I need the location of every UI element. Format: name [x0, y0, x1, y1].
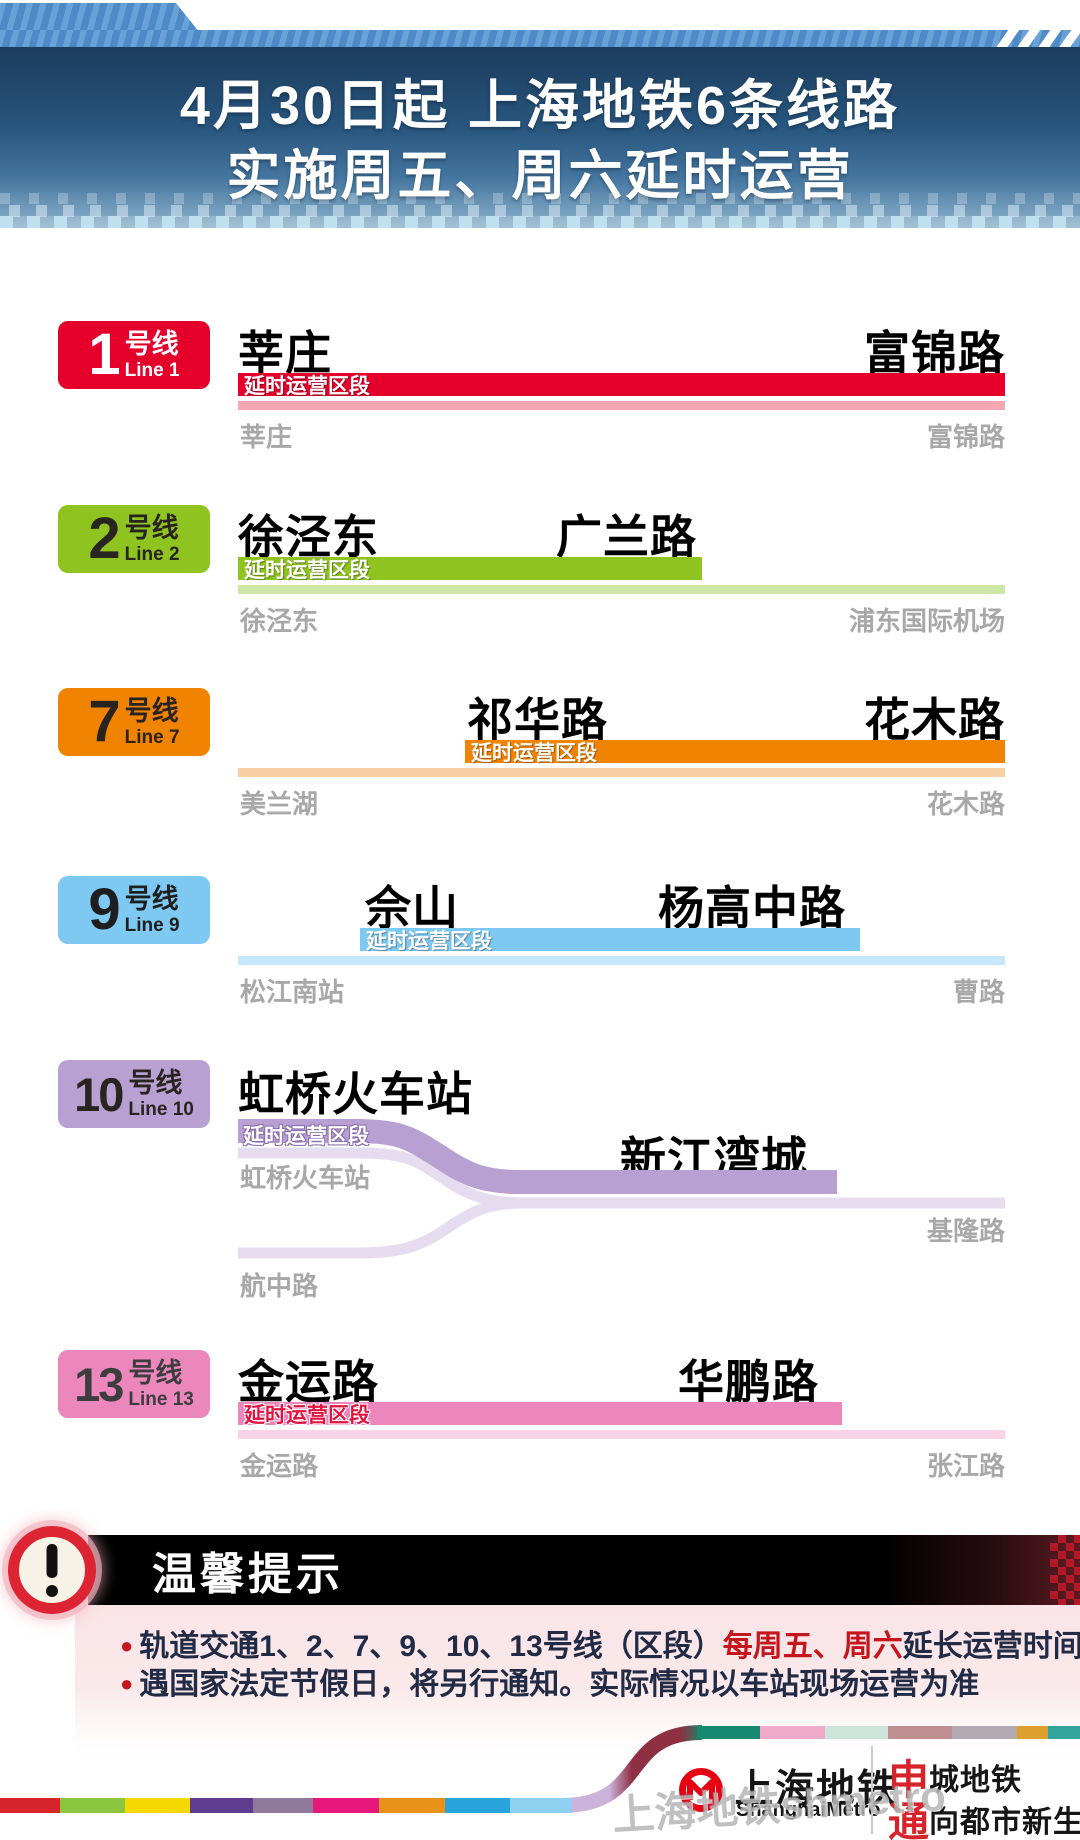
poster-title: 4月30日起 上海地铁6条线路 实施周五、周六延时运营: [0, 71, 1080, 211]
header-stripe-band: [0, 30, 1080, 48]
line-7-badge: 7 号线 Line 7: [58, 688, 210, 756]
highlighted-days: 每周五、周六: [722, 1630, 903, 1663]
line-1-badge: 1 号线 Line 1: [58, 321, 210, 389]
terminal-right: 浦东国际机场: [848, 606, 1005, 636]
checker-row: [0, 205, 1080, 217]
line-section-9: 9 号线 Line 9 佘山 杨高中路 延时运营区段 松江南站 曹路: [0, 876, 1080, 1007]
line-2-badge: 2 号线 Line 2: [58, 505, 210, 573]
segment-start-station: 徐泾东: [238, 511, 379, 563]
bullet-dot: ●: [120, 1633, 134, 1658]
segment-end-station: 杨高中路: [658, 882, 846, 934]
segment-label: 延时运营区段: [471, 741, 597, 765]
terminal-left: 虹桥火车站: [240, 1163, 371, 1193]
line-10-branch-graphic: [238, 1119, 1005, 1259]
segment-end-station: 华鹏路: [678, 1356, 819, 1408]
header-banner: 4月30日起 上海地铁6条线路 实施周五、周六延时运营: [0, 47, 1080, 228]
notice-title-bar: 温馨提示: [88, 1535, 1080, 1605]
segment-end-station: 广兰路: [556, 511, 697, 563]
full-line-bar: [238, 768, 1005, 777]
terminal-right: 花木路: [926, 789, 1005, 819]
delayed-segment-bar: 延时运营区段: [238, 373, 1005, 398]
line-section-10: 10 号线 Line 10 虹桥火车站 新江湾城 延时运营区段 虹桥火车站 基隆…: [0, 1060, 1080, 1301]
exclamation-icon: [8, 1526, 96, 1614]
delayed-segment-bar: 延时运营区段: [360, 928, 860, 953]
shanghai-metro-logo-icon: [679, 1768, 723, 1812]
full-line-bar: [238, 956, 1005, 965]
poster-title-line1: 4月30日起 上海地铁6条线路: [179, 76, 901, 136]
branch-terminal: 航中路: [240, 1271, 319, 1301]
segment-start-station: 祁华路: [467, 694, 608, 746]
terminal-left: 松江南站: [240, 977, 345, 1007]
footer-slogan-line2: 通向都市新生活: [888, 1799, 1080, 1840]
segment-label: 延时运营区段: [366, 929, 492, 953]
brand-name-cn: 上海地铁: [734, 1768, 899, 1811]
full-line-bar: [238, 585, 1005, 594]
segment-label: 延时运营区段: [244, 1403, 370, 1427]
notice-bullet-2: ● 遇国家法定节假日，将另行通知。实际情况以车站现场运营为准: [120, 1668, 980, 1701]
line-section-2: 2 号线 Line 2 徐泾东 广兰路 延时运营区段 徐泾东 浦东国际机场: [0, 505, 1080, 636]
line-section-1: 1 号线 Line 1 莘庄 富锦路 延时运营区段 莘庄 富锦路: [0, 321, 1080, 452]
notice-title: 温馨提示: [152, 1550, 344, 1599]
delayed-segment-bar: 延时运营区段: [238, 557, 702, 582]
footer-slogan-line1: 申城地铁: [888, 1757, 1022, 1803]
delayed-segment-bar: 延时运营区段: [465, 740, 1005, 765]
line-section-7: 7 号线 Line 7 祁华路 花木路 延时运营区段 美兰湖 花木路: [0, 688, 1080, 819]
segment-start-station: 金运路: [238, 1356, 379, 1408]
segment-end-station: 富锦路: [864, 327, 1005, 379]
segment-label: 延时运营区段: [244, 374, 370, 398]
full-line-bar: [238, 401, 1005, 410]
footer-metro-ribbon: [0, 1725, 1080, 1813]
brand-name-en: ShanghaiMetro: [736, 1799, 881, 1821]
terminal-left: 金运路: [240, 1451, 319, 1481]
footer-divider: [871, 1746, 873, 1834]
line-10-badge: 10 号线 Line 10: [58, 1060, 210, 1128]
segment-label: 延时运营区段: [243, 1125, 369, 1148]
terminal-left: 莘庄: [240, 422, 293, 452]
terminal-right: 基隆路: [926, 1216, 1005, 1246]
segment-end-station: 花木路: [864, 694, 1005, 746]
notice-bullet-1: ●轨道交通1、2、7、9、10、13号线（区段）每周五、周六延长运营时间。: [120, 1630, 1080, 1663]
delayed-segment-bar: 延时运营区段: [238, 1402, 842, 1427]
terminal-right: 富锦路: [926, 422, 1005, 452]
terminal-left: 美兰湖: [240, 789, 319, 819]
bullet-dot: ●: [120, 1671, 134, 1696]
segment-start-station: 虹桥火车站: [238, 1068, 473, 1120]
line-13-badge: 13 号线 Line 13: [58, 1350, 210, 1418]
full-line-bar: [238, 1430, 1005, 1439]
segment-start-station: 莘庄: [238, 327, 332, 379]
checker-row: [0, 193, 1080, 204]
terminal-left: 徐泾东: [240, 606, 319, 636]
terminal-right: 曹路: [952, 977, 1005, 1007]
checker-row: [0, 216, 1080, 228]
terminal-right: 张江路: [926, 1451, 1005, 1481]
line-section-13: 13 号线 Line 13 金运路 华鹏路 延时运营区段 金运路 张江路: [0, 1350, 1080, 1481]
segment-label: 延时运营区段: [244, 558, 370, 582]
poster-title-line2: 实施周五、周六延时运营: [226, 146, 854, 206]
line-9-badge: 9 号线 Line 9: [58, 876, 210, 944]
segment-start-station: 佘山: [365, 882, 459, 934]
